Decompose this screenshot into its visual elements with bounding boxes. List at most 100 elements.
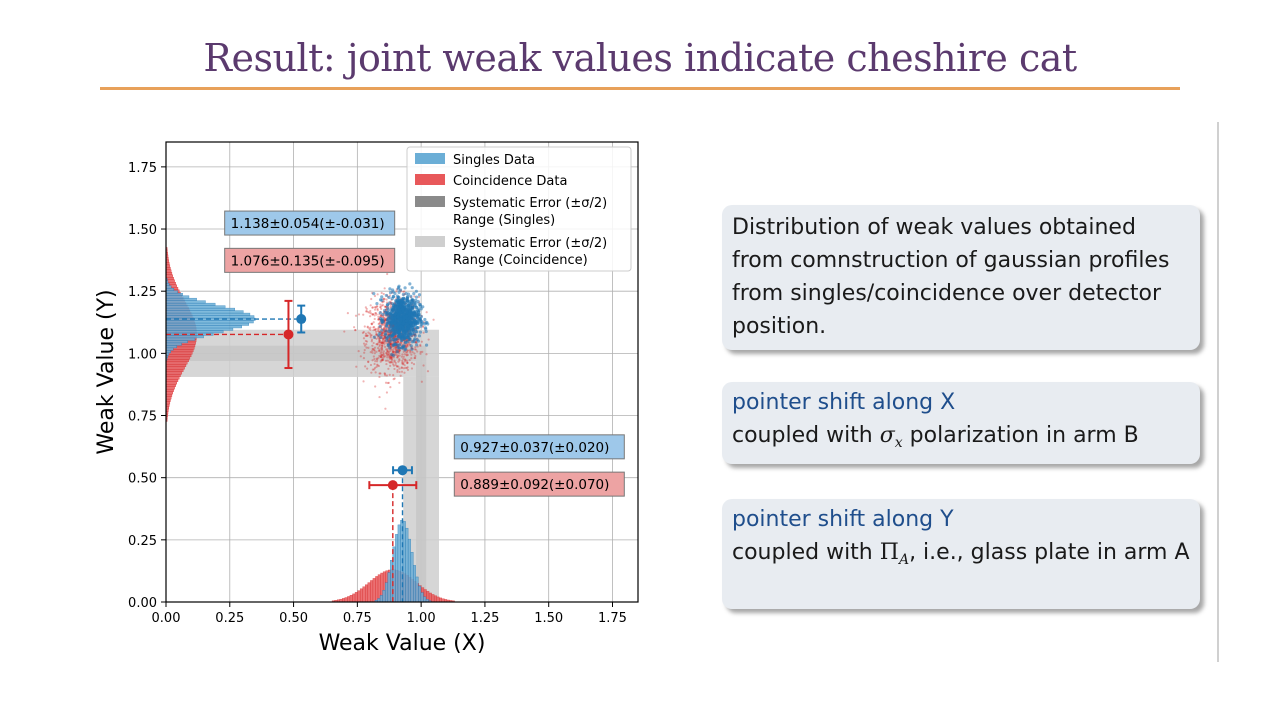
y-tick-label: 1.75 — [128, 161, 157, 176]
scatter-point — [381, 315, 384, 318]
scatter-point — [362, 342, 366, 345]
scatter-point — [394, 342, 398, 346]
scatter-point — [392, 374, 395, 377]
scatter-point — [365, 343, 368, 346]
scatter-point — [394, 319, 398, 323]
scatter-point — [421, 305, 425, 309]
histogram-bar — [433, 595, 437, 602]
scatter-point — [379, 305, 382, 309]
histogram-bar — [431, 594, 435, 602]
scatter-point — [400, 297, 404, 301]
scatter-point — [417, 295, 421, 299]
y-pointer-text: coupled with ΠA, i.e., glass plate in ar… — [722, 535, 1200, 582]
scatter-point — [413, 295, 416, 298]
scatter-point — [420, 340, 423, 343]
scatter-point — [385, 352, 389, 355]
histogram-bar — [367, 582, 371, 602]
scatter-point — [406, 361, 409, 364]
scatter-point — [373, 366, 377, 370]
scatter-point — [402, 361, 405, 364]
scatter-point — [384, 327, 387, 330]
scatter-point — [393, 332, 397, 336]
scatter-point — [388, 333, 393, 337]
scatter-point — [382, 356, 385, 359]
scatter-point — [373, 362, 376, 366]
scatter-point — [404, 351, 408, 354]
scatter-point — [383, 372, 387, 375]
scatter-point — [404, 358, 407, 361]
scatter-point — [383, 333, 387, 337]
scatter-point — [378, 341, 381, 344]
scatter-point — [388, 360, 391, 363]
scatter-point — [400, 361, 404, 364]
scatter-point — [408, 319, 412, 324]
scatter-point — [380, 319, 384, 323]
scatter-point — [394, 348, 397, 351]
histogram-bar — [166, 312, 251, 316]
scatter-point — [410, 353, 413, 356]
scatter-point — [372, 341, 375, 345]
scatter-point — [393, 377, 396, 380]
scatter-point — [405, 353, 408, 356]
scatter-point — [401, 363, 404, 366]
scatter-point — [403, 358, 407, 361]
scatter-point — [381, 359, 384, 362]
histogram-bar — [166, 347, 174, 351]
annotation-text: 1.076±0.135(±-0.095) — [231, 253, 385, 269]
scatter-point — [394, 361, 397, 365]
scatter-point — [381, 312, 385, 317]
histogram-bar — [166, 369, 184, 372]
scatter-point — [388, 356, 391, 359]
scatter-point — [381, 341, 384, 344]
scatter-point — [380, 354, 383, 357]
scatter-point — [379, 355, 382, 358]
histogram-bar — [349, 595, 353, 602]
scatter-point — [393, 367, 396, 371]
x-tick-label: 1.25 — [470, 611, 499, 626]
scatter-point — [387, 354, 390, 357]
scatter-point — [365, 307, 368, 311]
scatter-point — [413, 348, 417, 351]
scatter-point — [377, 315, 380, 318]
histogram-bar — [166, 320, 254, 324]
annotation-coincidence: 1.076±0.135(±-0.095) — [224, 247, 396, 273]
histogram-bar — [344, 597, 348, 602]
legend-label: Coincidence Data — [453, 174, 567, 189]
scatter-point — [422, 331, 425, 334]
scatter-point — [385, 341, 388, 345]
scatter-point — [400, 355, 404, 358]
scatter-point — [346, 312, 349, 315]
scatter-point — [377, 333, 381, 337]
scatter-point — [402, 345, 406, 349]
scatter-point — [394, 363, 397, 367]
histogram-bar — [166, 359, 189, 363]
histogram-bar — [418, 585, 422, 602]
scatter-point — [417, 334, 422, 338]
histogram-bar — [166, 307, 235, 311]
scatter-point — [381, 344, 384, 347]
scatter-point — [400, 366, 404, 369]
scatter-point — [382, 350, 385, 353]
scatter-point — [414, 289, 418, 293]
scatter-point — [409, 351, 412, 354]
histogram-bar — [166, 350, 171, 354]
scatter-point — [380, 353, 383, 356]
scatter-point — [376, 293, 379, 296]
scatter-point — [425, 311, 428, 314]
sigma-symbol: σ — [879, 423, 895, 448]
scatter-point — [417, 302, 421, 307]
histogram-bar — [166, 330, 224, 334]
scatter-point — [385, 298, 388, 301]
scatter-point — [398, 370, 401, 374]
scatter-point — [394, 335, 397, 338]
scatter-point — [402, 362, 405, 365]
scatter-point — [396, 370, 399, 373]
scatter-point — [391, 353, 396, 358]
scatter-point — [419, 320, 423, 324]
scatter-point — [378, 375, 381, 379]
scatter-point — [372, 347, 375, 351]
right-divider — [1217, 122, 1219, 662]
scatter-point — [377, 349, 380, 352]
y-tick-label: 1.00 — [128, 347, 157, 362]
scatter-point — [400, 370, 404, 373]
